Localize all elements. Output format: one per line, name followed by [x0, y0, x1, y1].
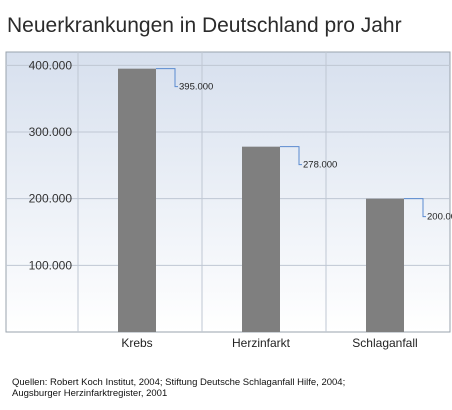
chart-title: Neuerkrankungen in Deutschland pro Jahr — [7, 14, 402, 37]
x-tick-label: Krebs — [121, 336, 152, 350]
data-label-leader — [156, 68, 178, 88]
y-tick-label: 200.000 — [29, 192, 73, 206]
data-label: 200.000 — [427, 212, 452, 223]
y-tick-label: 100.000 — [29, 258, 73, 272]
bar-herzinfarkt — [242, 146, 280, 332]
x-tick-label: Herzinfarkt — [232, 336, 291, 350]
bar-schlaganfall — [366, 198, 404, 332]
source-line-2: Augsburger Herzinfarktregister, 2001 — [12, 388, 168, 399]
data-label-leader — [404, 198, 426, 218]
x-tick-label: Schlaganfall — [352, 336, 417, 350]
y-tick-label: 300.000 — [29, 125, 73, 139]
source-line-1: Quellen: Robert Koch Institut, 2004; Sti… — [12, 377, 346, 388]
data-label: 395.000 — [179, 82, 213, 93]
data-label: 278.000 — [303, 160, 337, 171]
data-label-leader — [280, 146, 302, 166]
source-note: Quellen: Robert Koch Institut, 2004; Sti… — [12, 377, 442, 399]
bar-krebs — [118, 68, 156, 333]
y-tick-label: 400.000 — [29, 58, 73, 72]
